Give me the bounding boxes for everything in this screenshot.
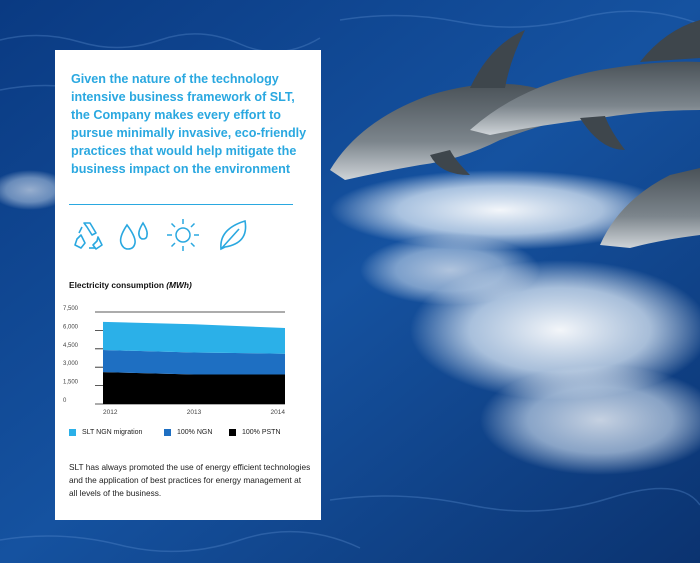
body-paragraph: SLT has always promoted the use of energ… (69, 462, 311, 498)
divider-line (69, 204, 293, 205)
x-tick-label: 2013 (187, 409, 202, 416)
chart-title-text: Electricity consumption (69, 280, 164, 290)
electricity-area-chart: 0 1,500 3,000 4,500 6,000 7,500 2012 2013 2014 (63, 306, 286, 416)
chart-legend: SLT NGN migration 100% NGN 100% PSTN (69, 429, 309, 443)
dolphin-2 (470, 20, 700, 150)
dolphin-3 (600, 168, 700, 248)
legend-label: 100% NGN (177, 429, 213, 436)
sun-icon (167, 219, 199, 251)
chart-title: Electricity consumption (MWh) (69, 280, 192, 290)
leaf-icon (220, 219, 247, 251)
headline-text: Given the nature of the technology inten… (71, 72, 307, 176)
legend-label: SLT NGN migration (82, 429, 143, 436)
series-area-100-ngn (103, 350, 285, 375)
info-card: Given the nature of the technology inten… (55, 50, 321, 520)
eco-icons-row (69, 215, 259, 257)
x-tick-label: 2012 (103, 409, 118, 416)
legend-item-ngn-migration: SLT NGN migration (69, 429, 142, 436)
legend-label: 100% PSTN (242, 429, 281, 436)
legend-item-pstn: 100% PSTN (229, 429, 281, 436)
legend-swatch (229, 429, 236, 436)
x-tick-label: 2014 (271, 409, 286, 416)
recycle-icon (74, 222, 103, 250)
chart-title-unit: (MWh) (166, 280, 192, 290)
legend-swatch (69, 429, 76, 436)
legend-swatch (164, 429, 171, 436)
legend-item-ngn: 100% NGN (164, 429, 212, 436)
y-tick-label: 3,000 (63, 361, 79, 367)
y-tick-label: 0 (63, 398, 67, 404)
series-area-slt-ngn-migration (103, 321, 285, 354)
water-drops-icon (119, 221, 148, 250)
y-tick-label: 4,500 (63, 343, 79, 349)
y-tick-label: 6,000 (63, 324, 79, 330)
y-tick-label: 7,500 (63, 306, 79, 312)
series-area-100-pstn (103, 372, 285, 404)
y-tick-label: 1,500 (63, 380, 79, 386)
